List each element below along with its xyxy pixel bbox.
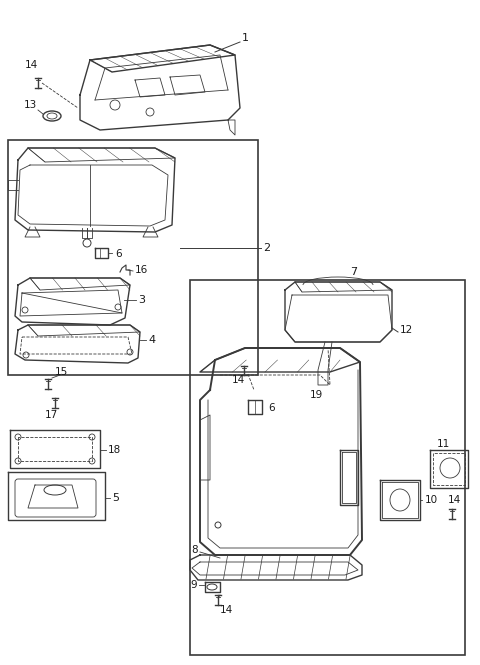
Text: 13: 13 [24, 100, 37, 110]
Text: 14: 14 [448, 495, 461, 505]
Text: 6: 6 [115, 249, 121, 259]
Text: 18: 18 [108, 445, 121, 455]
Text: 8: 8 [192, 545, 198, 555]
Text: 3: 3 [138, 295, 145, 305]
Text: 9: 9 [191, 580, 197, 590]
Text: 6: 6 [268, 403, 275, 413]
Text: 11: 11 [437, 439, 450, 449]
Text: 14: 14 [232, 375, 245, 385]
Text: 17: 17 [45, 410, 58, 420]
Text: 1: 1 [242, 33, 249, 43]
Bar [8, 140, 258, 375]
Text: 19: 19 [310, 390, 323, 400]
Text: 5: 5 [112, 493, 119, 503]
Text: 15: 15 [55, 367, 68, 377]
Text: 4: 4 [148, 335, 155, 345]
Text: 14: 14 [220, 605, 233, 615]
Text: 12: 12 [400, 325, 413, 335]
Text: 2: 2 [263, 243, 270, 253]
Text: 10: 10 [425, 495, 438, 505]
Text: 16: 16 [135, 265, 148, 275]
Text: 7: 7 [350, 267, 357, 277]
Bar [190, 280, 465, 655]
Text: 14: 14 [25, 60, 38, 70]
